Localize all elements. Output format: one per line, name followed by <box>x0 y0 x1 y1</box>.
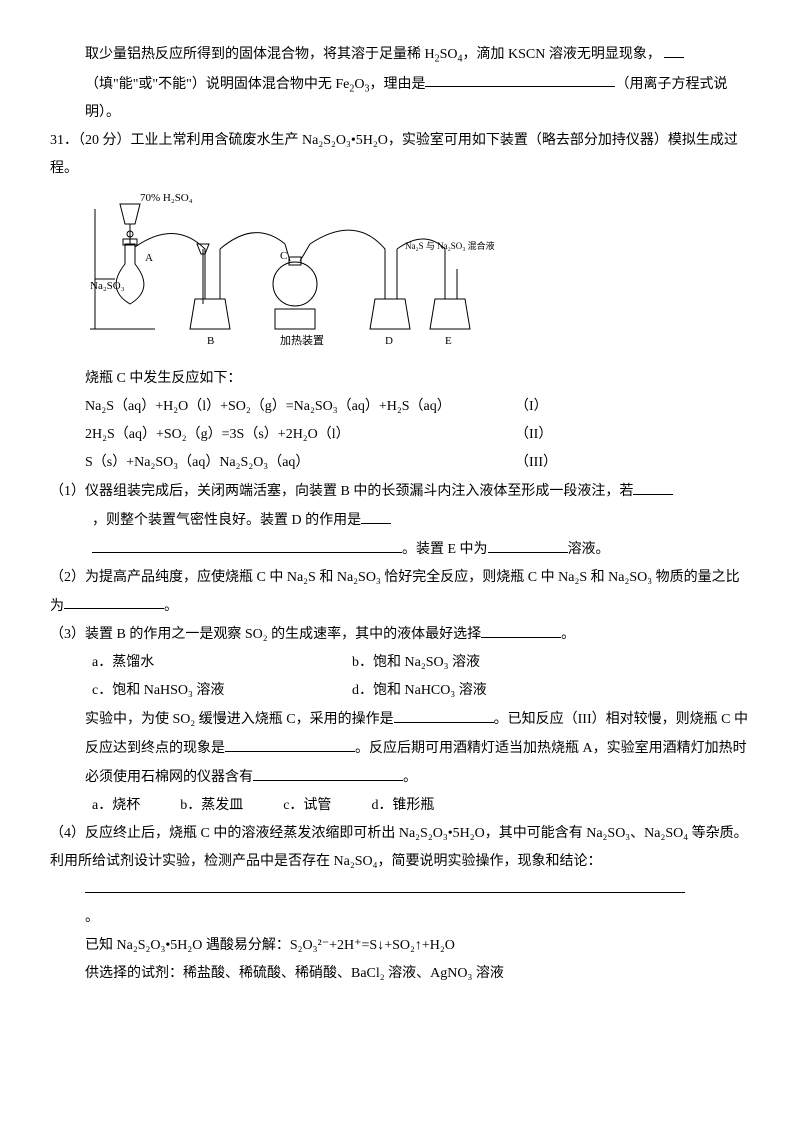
sub3-line2: 实验中，为使 SO₂ 缓慢进入烧瓶 C，采用的操作是。已知反应（III）相对较慢… <box>50 705 750 791</box>
text: ，则整个装置气密性良好。装置 D 的作用是 <box>92 513 361 528</box>
eq-text: Na₂S（aq）+H₂O（l）+SO₂（g）=Na₂SO₃（aq）+H₂S（aq… <box>85 393 515 421</box>
points: （20 分） <box>78 133 131 148</box>
equation-2: 2H₂S（aq）+SO₂（g）=3S（s）+2H₂O（l） （II） <box>50 421 750 449</box>
text: 。 <box>561 627 575 642</box>
question-number: 31． <box>50 133 78 148</box>
text: 。 <box>403 770 417 785</box>
text: ，理由是 <box>369 76 425 91</box>
blank-d-function[interactable] <box>361 506 391 524</box>
sub-label: （4） <box>50 826 85 841</box>
sub4-period: 。 <box>50 904 750 932</box>
eq-num: （III） <box>515 449 557 477</box>
blank-d-function-cont[interactable] <box>92 535 402 553</box>
option-d[interactable]: d．饱和 NaHCO₃ 溶液 <box>352 677 487 705</box>
eq-text: 2H₂S（aq）+SO₂（g）=3S（s）+2H₂O（l） <box>85 421 515 449</box>
apparatus-diagram: 70% H₂SO₄ Na₂SO₃ A B C 加热装置 D E Na₂S 与 N… <box>85 189 505 359</box>
text: O <box>354 76 364 91</box>
sub-label: （3） <box>50 627 85 642</box>
option-b[interactable]: b．饱和 Na₂SO₃ 溶液 <box>352 649 480 677</box>
eq-text: S（s）+Na₂SO₃（aq）Na₂S₂O₃（aq） <box>85 449 515 477</box>
blank-liquid-choice[interactable] <box>481 620 561 638</box>
equation-1: Na₂S（aq）+H₂O（l）+SO₂（g）=Na₂SO₃（aq）+H₂S（aq… <box>50 393 750 421</box>
text: ，滴加 KSCN 溶液无明显现象， <box>463 47 661 62</box>
text: 仪器组装完成后，关闭两端活塞，向装置 B 中的长颈漏斗内注入液体至形成一段液注，… <box>85 484 633 499</box>
sub2: （2）为提高产品纯度，应使烧瓶 C 中 Na₂S 和 Na₂SO₃ 恰好完全反应… <box>50 564 750 621</box>
text: 装置 B 的作用之一是观察 SO₂ 的生成速率，其中的液体最好选择 <box>85 627 481 642</box>
label-h2so4: 70% H₂SO₄ <box>140 192 193 204</box>
label-b: B <box>207 335 214 347</box>
label-c: C <box>280 250 287 262</box>
option-c[interactable]: c．试管 <box>283 792 331 820</box>
sub1: （1）仪器组装完成后，关闭两端活塞，向装置 B 中的长颈漏斗内注入液体至形成一段… <box>50 477 750 506</box>
text: 反应终止后，烧瓶 C 中的溶液经蒸发浓缩即可析出 Na₂S₂O₃•5H₂O，其中… <box>50 826 748 869</box>
label-heater: 加热装置 <box>280 334 324 347</box>
label-d: D <box>385 335 393 347</box>
sub4-reagents: 供选择的试剂：稀盐酸、稀硫酸、稀硝酸、BaCl₂ 溶液、AgNO₃ 溶液 <box>50 960 750 988</box>
label-mix: Na₂S 与 Na₂SO₃ 混合液 <box>405 240 495 251</box>
text: SO <box>440 47 458 62</box>
option-a[interactable]: a．蒸馏水 <box>92 649 352 677</box>
blank-reason[interactable] <box>425 70 615 88</box>
blank-endpoint[interactable] <box>225 734 355 752</box>
text: 溶液。 <box>568 542 610 557</box>
blank-condition[interactable] <box>633 477 673 495</box>
sub1-line2: ，则整个装置气密性良好。装置 D 的作用是 <box>50 506 750 535</box>
stem-text: 工业上常利用含硫废水生产 Na₂S₂O₃•5H₂O，实验室可用如下装置（略去部分… <box>50 133 738 176</box>
blank-fill[interactable] <box>664 40 684 58</box>
q30-tail-line1: 取少量铝热反应所得到的固体混合物，将其溶于足量稀 H2SO4，滴加 KSCN 溶… <box>50 40 750 70</box>
option-a[interactable]: a．烧杯 <box>92 792 140 820</box>
blank-apparatus[interactable] <box>253 763 403 781</box>
blank-e-solution[interactable] <box>488 535 568 553</box>
sub1-line3: 。装置 E 中为 溶液。 <box>50 535 750 564</box>
sub3-options-ab: a．蒸馏水 b．饱和 Na₂SO₃ 溶液 <box>50 649 750 677</box>
sub3-options-cd: c．饱和 NaHSO₃ 溶液 d．饱和 NaHCO₃ 溶液 <box>50 677 750 705</box>
option-d[interactable]: d．锥形瓶 <box>371 792 434 820</box>
eq-num: （I） <box>515 393 548 421</box>
sub3-options2: a．烧杯 b．蒸发皿 c．试管 d．锥形瓶 <box>50 792 750 820</box>
option-c[interactable]: c．饱和 NaHSO₃ 溶液 <box>92 677 352 705</box>
sub4-line1: （4）反应终止后，烧瓶 C 中的溶液经蒸发浓缩即可析出 Na₂S₂O₃•5H₂O… <box>50 820 750 876</box>
q31-stem: 31．（20 分）工业上常利用含硫废水生产 Na₂S₂O₃•5H₂O，实验室可用… <box>50 127 750 183</box>
q30-tail-line2: （填"能"或"不能"）说明固体混合物中无 Fe2O3，理由是（用离子方程式说明）… <box>50 70 750 128</box>
sub3-line1: （3）装置 B 的作用之一是观察 SO₂ 的生成速率，其中的液体最好选择 。 <box>50 620 750 649</box>
blank-experiment-design[interactable] <box>85 876 685 894</box>
sub-label: （1） <box>50 484 85 499</box>
text: （填"能"或"不能"）说明固体混合物中无 Fe <box>85 76 349 91</box>
eq-num: （II） <box>515 421 552 449</box>
option-b[interactable]: b．蒸发皿 <box>180 792 243 820</box>
label-e: E <box>445 335 452 347</box>
text: 取少量铝热反应所得到的固体混合物，将其溶于足量稀 H <box>85 47 435 62</box>
text: 实验中，为使 SO₂ 缓慢进入烧瓶 C，采用的操作是 <box>85 712 394 727</box>
text: 。装置 E 中为 <box>402 542 488 557</box>
sub-label: （2） <box>50 570 85 585</box>
equation-3: S（s）+Na₂SO₃（aq）Na₂S₂O₃（aq） （III） <box>50 449 750 477</box>
blank-ratio[interactable] <box>64 592 164 610</box>
blank-operation[interactable] <box>394 705 494 723</box>
sub4-known: 已知 Na₂S₂O₃•5H₂O 遇酸易分解：S₂O₃²⁻+2H⁺=S↓+SO₂↑… <box>50 932 750 960</box>
label-na2so3: Na₂SO₃ <box>90 280 125 292</box>
label-a: A <box>145 252 153 264</box>
text: 。 <box>164 598 178 613</box>
flask-c-intro: 烧瓶 C 中发生反应如下： <box>50 365 750 393</box>
sub4-blankline <box>50 876 750 905</box>
